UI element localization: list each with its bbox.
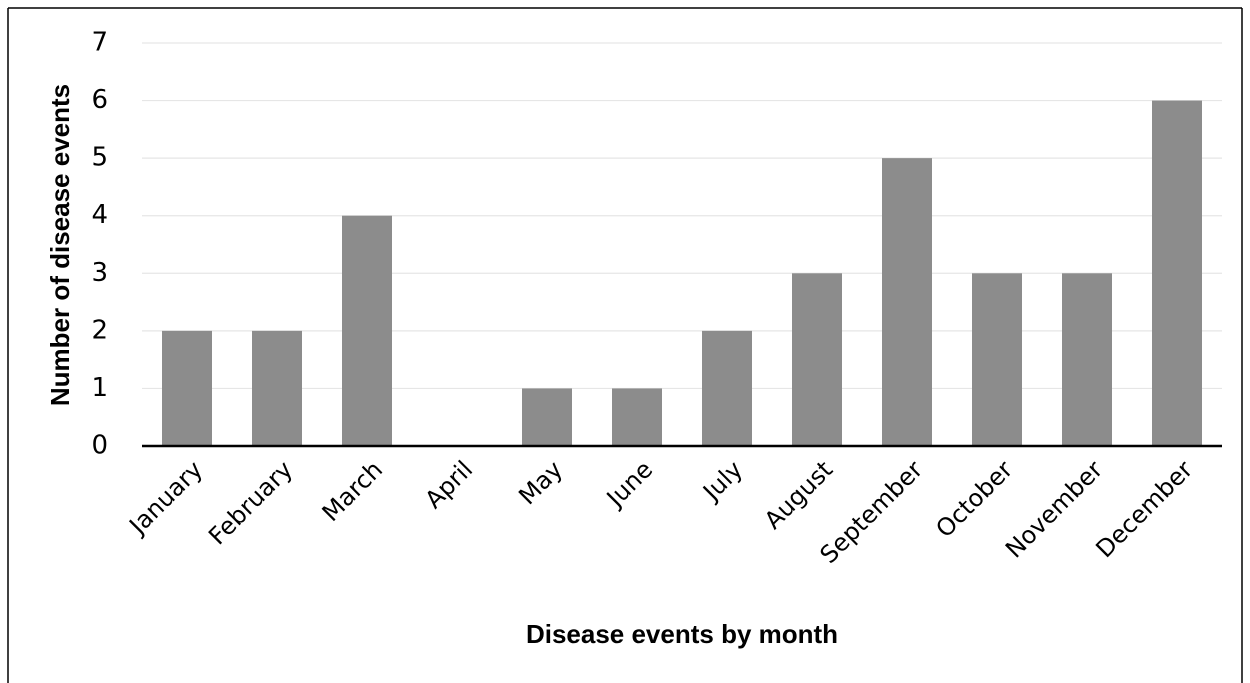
x-tick-label: January — [123, 455, 209, 541]
x-tick-label: August — [759, 455, 838, 534]
x-tick-label: March — [317, 455, 389, 527]
x-axis-title: Disease events by month — [526, 619, 838, 649]
y-tick-label: 7 — [91, 28, 108, 58]
y-tick-label: 6 — [91, 85, 108, 115]
x-tick-label: June — [600, 455, 658, 513]
x-tick-label: December — [1090, 455, 1198, 563]
y-tick-label: 1 — [91, 373, 108, 403]
bar — [882, 158, 932, 446]
bar — [1062, 273, 1112, 446]
bar — [972, 273, 1022, 446]
y-tick-label: 4 — [91, 200, 108, 230]
y-tick-label: 3 — [91, 258, 108, 288]
x-tick-label: May — [513, 455, 568, 510]
x-tick-label: July — [696, 455, 748, 507]
x-tick-label: November — [1000, 455, 1108, 563]
x-tick-label: April — [420, 455, 479, 514]
bar — [702, 330, 752, 446]
bar — [612, 388, 662, 446]
x-tick-label: October — [930, 455, 1018, 543]
y-axis-title: Number of disease events — [45, 84, 75, 406]
y-tick-label: 2 — [91, 315, 108, 345]
bar — [1152, 100, 1202, 447]
y-tick-label: 0 — [91, 431, 108, 461]
bar — [522, 388, 572, 446]
bar — [252, 330, 302, 446]
y-tick-label: 5 — [91, 143, 108, 173]
bar — [792, 273, 842, 446]
bar — [162, 330, 212, 446]
bar — [342, 215, 392, 446]
x-tick-label: February — [203, 455, 298, 550]
